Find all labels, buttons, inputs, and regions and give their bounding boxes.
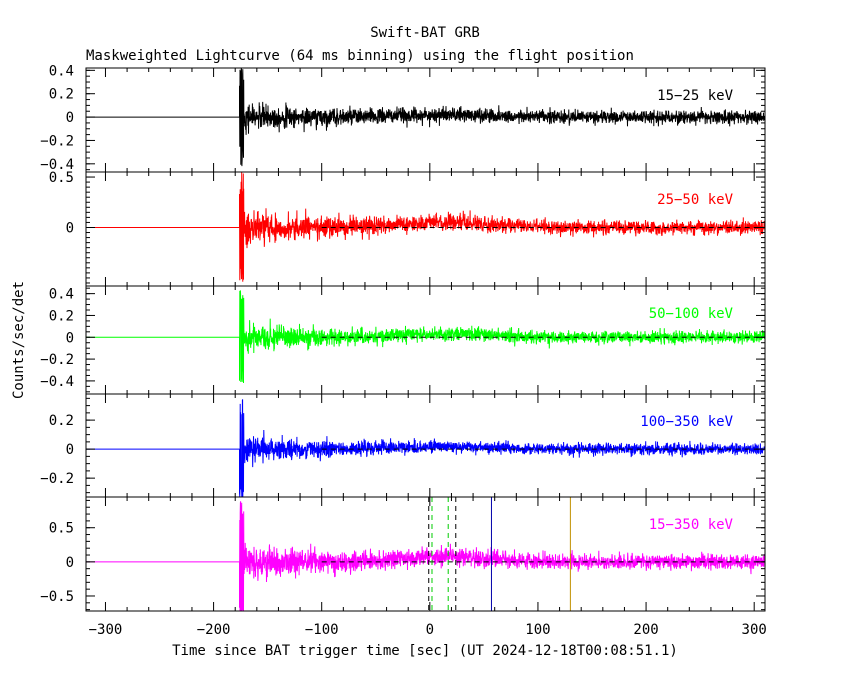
- energy-band-label: 15−25 keV: [657, 88, 733, 104]
- energy-band-label: 100−350 keV: [640, 414, 733, 430]
- panel-50-100-kev: 0.4 0.2 0 −0.2 −0.4 50−100 keV: [40, 285, 766, 395]
- energy-band-label: 15−350 keV: [649, 517, 734, 533]
- y-tick-label: 0.5: [49, 170, 74, 186]
- y-tick-label: −0.2: [40, 352, 74, 368]
- y-tick-label: 0: [66, 442, 74, 458]
- x-tick-label: 0: [426, 622, 434, 638]
- y-tick-label: −0.2: [40, 133, 74, 149]
- energy-band-label: 25−50 keV: [657, 192, 733, 208]
- y-tick-label: 0.2: [49, 308, 74, 324]
- y-tick-label: 0.4: [49, 63, 74, 79]
- y-tick-label: −0.4: [40, 374, 74, 390]
- x-tick-label: −300: [89, 622, 123, 638]
- panel-frame: [85, 496, 766, 612]
- y-axis-label: Counts/sec/det: [11, 281, 27, 399]
- y-tick-label: −0.5: [40, 589, 74, 605]
- x-axis-label: Time since BAT trigger time [sec] (UT 20…: [172, 643, 678, 659]
- y-tick-label: −0.4: [40, 157, 74, 173]
- panel-100-350-kev: 0.2 0 −0.2 100−350 keV: [40, 393, 766, 498]
- panels-group: 0.4 0.2 0 −0.2 −0.4 15−25 keV 0.5 0 25−50 keV 0.4…: [40, 63, 767, 638]
- y-tick-label: 0: [66, 220, 74, 236]
- y-tick-label: 0.5: [49, 521, 74, 537]
- x-tick-label: 300: [742, 622, 767, 638]
- y-tick-label: −0.2: [40, 471, 74, 487]
- y-tick-label: 0.2: [49, 87, 74, 103]
- panel-15-350-kev: 0.5 0 −0.5 15−350 keV: [40, 496, 766, 612]
- chart-title: Swift-BAT GRB: [370, 25, 480, 41]
- y-tick-label: 0.2: [49, 413, 74, 429]
- lightcurve-line: [86, 172, 765, 282]
- energy-band-label: 50−100 keV: [649, 306, 734, 322]
- y-tick-label: 0: [66, 110, 74, 126]
- y-tick-label: 0: [66, 330, 74, 346]
- lightcurve-line: [86, 290, 765, 384]
- panel-25-50-kev: 0.5 0 25−50 keV: [49, 170, 766, 287]
- lightcurve-line: [86, 501, 765, 611]
- x-tick-label: 100: [525, 622, 550, 638]
- y-tick-label: 0: [66, 555, 74, 571]
- y-tick-label: 0.4: [49, 287, 74, 303]
- panel-frame: [85, 285, 766, 395]
- x-tick-label: −100: [305, 622, 339, 638]
- x-tick-label: −200: [197, 622, 231, 638]
- panel-15-25-kev: 0.4 0.2 0 −0.2 −0.4 15−25 keV: [40, 63, 766, 173]
- chart-subtitle: Maskweighted Lightcurve (64 ms binning) …: [86, 48, 634, 64]
- x-tick-label: 200: [633, 622, 658, 638]
